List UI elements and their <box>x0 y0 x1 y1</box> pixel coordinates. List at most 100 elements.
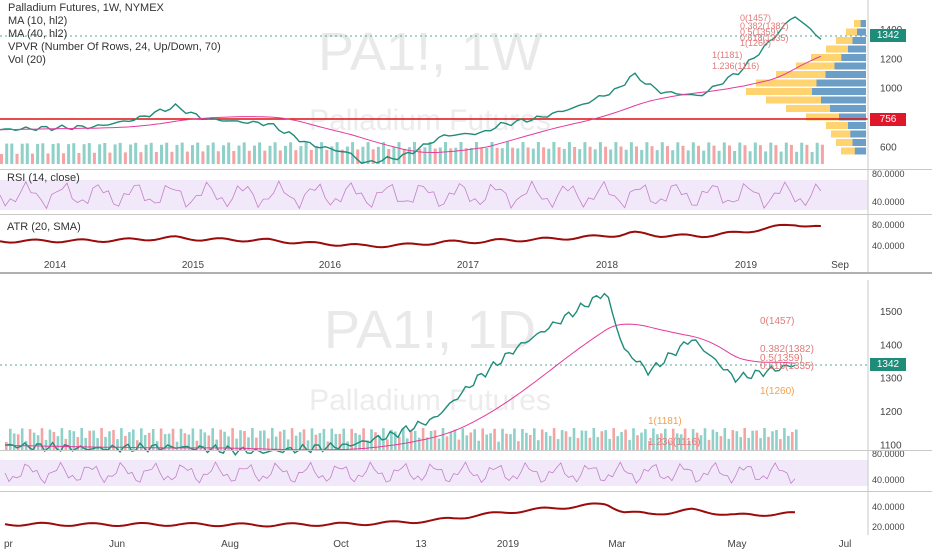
volume-bar <box>593 149 597 164</box>
daily-volume-bar <box>691 429 695 450</box>
daily-time-tick: Jun <box>109 539 125 550</box>
daily-fib-label: 0.382(1382) <box>760 344 814 355</box>
volume-bar <box>98 144 102 164</box>
daily-volume-bar <box>207 435 211 450</box>
daily-volume-bar <box>203 432 207 450</box>
vpvr-bar-up <box>839 113 866 121</box>
daily-rsi-tick: 80.0000 <box>872 449 905 459</box>
daily-volume-bar <box>413 430 417 450</box>
daily-volume-bar <box>751 430 754 450</box>
pane-separator-2[interactable] <box>0 214 932 215</box>
daily-volume-bar <box>322 428 326 450</box>
volume-bar <box>547 148 551 164</box>
ma10-legend[interactable]: MA (10, hl2) <box>8 15 68 27</box>
ma40-legend[interactable]: MA (40, hl2) <box>8 28 68 40</box>
daily-volume-bar <box>302 429 306 450</box>
daily-volume-bar <box>517 441 520 450</box>
volume-bar <box>154 152 158 164</box>
daily-volume-bar <box>112 430 115 450</box>
volume-bar <box>567 142 571 164</box>
daily-volume-bar <box>350 428 353 450</box>
top-level-tag: 756 <box>870 113 906 126</box>
volume-bar <box>407 147 411 164</box>
volume-bar <box>289 142 293 164</box>
volume-bar <box>371 149 375 164</box>
volume-bar <box>253 145 256 164</box>
volume-bar <box>707 142 711 164</box>
daily-volume-bar <box>147 432 151 450</box>
vpvr-bar <box>846 28 866 36</box>
atr-tick: 80.0000 <box>872 220 905 230</box>
volume-bar <box>686 150 690 164</box>
daily-price-tick: 1500 <box>880 307 903 318</box>
volume-bar <box>402 148 406 164</box>
volume-bar <box>103 143 107 164</box>
daily-price-tick: 1400 <box>880 340 903 351</box>
daily-volume-bar <box>457 439 461 450</box>
daily-volume-bar <box>334 433 338 450</box>
volume-bar <box>588 146 592 164</box>
daily-volume-bar <box>80 428 83 450</box>
daily-volume-bar <box>159 428 163 450</box>
daily-volume-bar <box>656 434 659 450</box>
volume-bar <box>645 142 649 164</box>
daily-volume-bar <box>374 432 377 450</box>
volume-bar <box>113 144 117 164</box>
volume-bar <box>418 148 422 164</box>
vol-legend[interactable]: Vol (20) <box>8 54 46 66</box>
daily-volume-bar <box>537 440 540 450</box>
daily-volume-bar <box>128 432 131 450</box>
daily-volume-bar <box>179 428 183 450</box>
volume-bar <box>624 149 628 164</box>
volume-bar <box>552 142 556 164</box>
pane-separator-5[interactable] <box>0 491 932 492</box>
vpvr-bar-up <box>857 28 866 36</box>
volume-bar <box>335 142 339 164</box>
volume-bar <box>165 142 169 164</box>
chart-legend: Palladium Futures, 1W, NYMEX MA (10, hl2… <box>8 2 221 67</box>
daily-volume <box>5 428 798 450</box>
daily-volume-bar <box>171 428 175 450</box>
fib-label: 1(1181) <box>712 50 742 60</box>
daily-volume-bar <box>96 438 99 450</box>
pane-separator-3[interactable] <box>0 272 932 274</box>
rsi-line <box>0 180 822 210</box>
daily-volume-bar <box>648 440 651 450</box>
volume-bar <box>134 142 138 164</box>
atr-line <box>0 223 821 249</box>
volume-bar <box>614 142 618 164</box>
daily-volume-bar <box>278 431 282 450</box>
daily-volume-bar <box>759 438 762 450</box>
pane-separator-1[interactable] <box>0 169 932 170</box>
volume-bar <box>702 150 706 164</box>
volume-bar <box>449 148 453 164</box>
volume-bar <box>366 142 370 164</box>
daily-volume-bar <box>20 428 24 450</box>
daily-volume-bar <box>175 441 179 450</box>
symbol-title[interactable]: Palladium Futures, 1W, NYMEX <box>8 2 164 14</box>
volume-bar <box>598 142 602 164</box>
daily-time-axis: pr Jun Aug Oct 13 2019 Mar May Jul <box>4 539 851 550</box>
daily-volume-bar <box>338 433 342 450</box>
rsi-legend[interactable]: RSI (14, close) <box>7 172 80 184</box>
pane-separator-4[interactable] <box>0 450 932 451</box>
vpvr-bar-up <box>834 62 866 70</box>
daily-volume-bar <box>668 442 671 450</box>
daily-volume-bar <box>84 437 87 450</box>
daily-volume-bar <box>743 428 746 450</box>
daily-volume-bar <box>306 440 310 450</box>
daily-volume-bar <box>779 439 782 450</box>
vpvr-bar-up <box>812 88 866 95</box>
daily-volume-bar <box>251 428 254 450</box>
atr-legend[interactable]: ATR (20, SMA) <box>7 221 81 233</box>
daily-volume-bar <box>489 433 492 450</box>
volume-bar <box>67 144 71 164</box>
vpvr-legend[interactable]: VPVR (Number Of Rows, 24, Up/Down, 70) <box>8 41 221 53</box>
daily-volume-bar <box>564 431 568 450</box>
fib-label: 1(1260) <box>740 38 771 48</box>
daily-volume-bar <box>16 434 20 450</box>
volume-bar <box>258 142 262 164</box>
volume-bar <box>129 144 133 164</box>
daily-volume-bar <box>588 437 592 450</box>
daily-volume-bar <box>136 440 139 450</box>
